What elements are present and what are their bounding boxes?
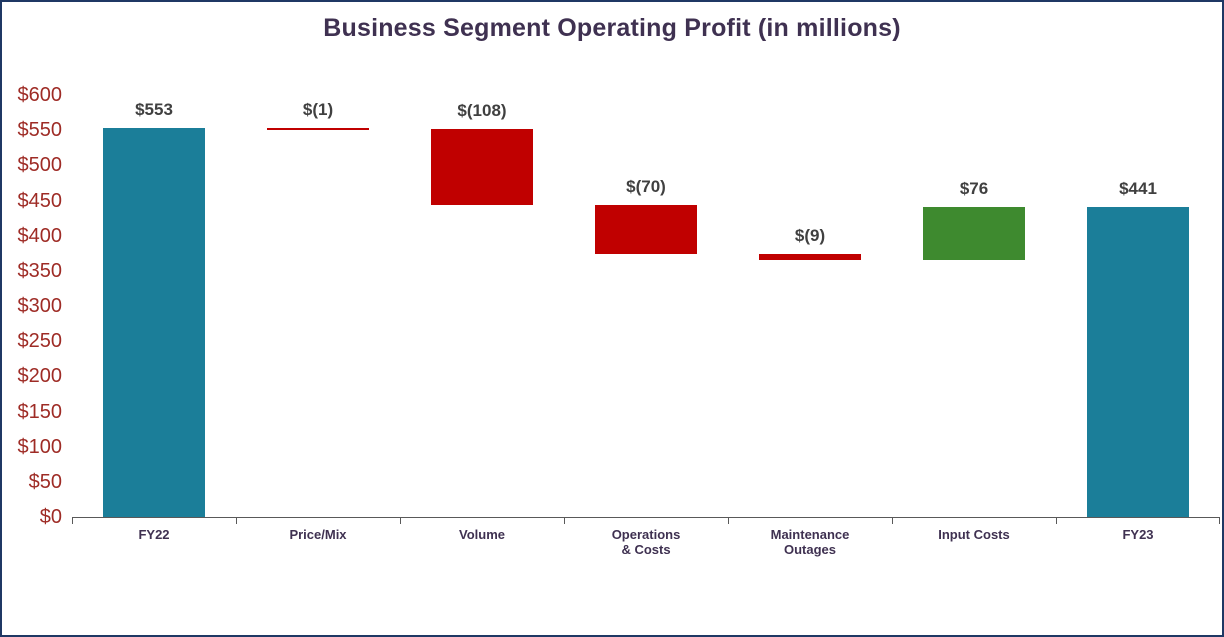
y-axis-label: $450 <box>17 189 63 212</box>
x-axis-tick <box>1056 518 1057 524</box>
y-axis-label: $600 <box>17 84 63 106</box>
waterfall-bar-input-costs <box>923 206 1025 261</box>
bar-value-label: $441 <box>1119 178 1157 198</box>
y-axis-label: $250 <box>17 330 63 353</box>
x-axis-label: FY23 <box>1122 527 1154 542</box>
y-axis-label: $100 <box>17 435 63 458</box>
x-axis-label: Operations & Costs <box>611 527 681 557</box>
x-axis-label: Input Costs <box>938 527 1010 542</box>
waterfall-bar-fy23 <box>1087 206 1189 517</box>
x-axis: FY22 Price/Mix Volume Operations & Costs Mai… <box>72 518 1220 566</box>
y-axis-label: $150 <box>17 400 63 423</box>
chart-title: Business Segment Operating Profit (in mi… <box>323 14 901 42</box>
x-axis-tick <box>1219 518 1220 524</box>
bar-value-label: $76 <box>959 178 989 198</box>
y-axis-label: $350 <box>17 259 63 282</box>
x-axis-tick <box>564 518 565 524</box>
x-axis-tick <box>72 518 73 524</box>
x-axis-label: Maintenance Outages <box>770 527 850 557</box>
x-axis-tick <box>728 518 729 524</box>
waterfall-bar-operations-costs <box>595 204 697 254</box>
x-axis-label: FY22 <box>138 527 170 542</box>
bar-value-label: $(108) <box>457 100 507 120</box>
y-axis-label: $200 <box>17 365 63 388</box>
waterfall-bar-fy22 <box>103 128 205 517</box>
waterfall-bar-volume <box>431 128 533 205</box>
y-axis-label: $400 <box>17 224 63 247</box>
waterfall-bar-maintenance-outages <box>759 253 861 261</box>
x-axis-label: Volume <box>459 527 505 542</box>
x-axis-tick <box>400 518 401 524</box>
plot-area: $553 $(1) $(108) $(70) $(9) $76 $441 <box>72 95 1220 518</box>
x-axis-label: Price/Mix <box>289 527 347 542</box>
x-axis-tick <box>892 518 893 524</box>
bar-value-label: $(9) <box>794 225 826 245</box>
bar-value-label: $553 <box>135 100 173 120</box>
y-axis-label: $0 <box>39 506 62 528</box>
y-axis-label: $300 <box>17 295 63 317</box>
waterfall-bar-price-mix <box>267 128 369 131</box>
y-axis-label: $50 <box>28 470 62 493</box>
y-axis-label: $500 <box>17 154 63 177</box>
y-axis-label: $550 <box>17 119 63 142</box>
bar-value-label: $(70) <box>626 176 666 196</box>
x-axis-tick <box>236 518 237 524</box>
bar-value-label: $(1) <box>302 100 334 120</box>
